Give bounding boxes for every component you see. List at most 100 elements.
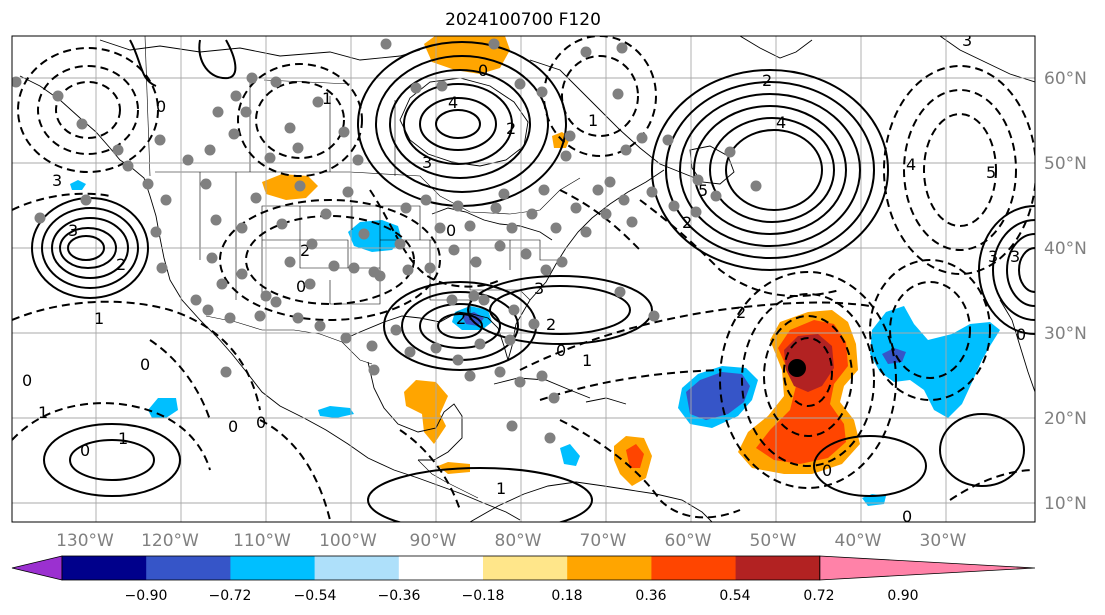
station-dot — [270, 76, 282, 88]
lat-label: 20°N — [1044, 409, 1087, 429]
lat-label: 50°N — [1044, 154, 1087, 174]
station-dot — [692, 174, 704, 186]
negative-contour — [783, 337, 833, 407]
station-dot — [402, 264, 414, 276]
pacific-high-contour — [67, 235, 105, 261]
lat-label: 30°N — [1044, 324, 1087, 344]
station-dot — [254, 310, 266, 322]
station-dot — [580, 226, 592, 238]
station-dot — [494, 366, 506, 378]
station-dot — [470, 256, 482, 268]
station-dot — [314, 320, 326, 332]
station-dot — [52, 90, 64, 102]
east-high-contour — [1018, 247, 1035, 293]
station-dot — [556, 256, 568, 268]
negative-contour — [741, 293, 875, 467]
coastline-pacific-nw — [19, 75, 521, 521]
station-dot — [514, 78, 526, 90]
station-dot — [570, 202, 582, 214]
station-dot — [514, 376, 526, 388]
atlantic-high-contour — [725, 129, 823, 211]
station-dot — [520, 248, 532, 260]
station-dot — [246, 72, 258, 84]
border-canada-provinces — [249, 79, 396, 176]
ep-high-contour — [69, 439, 155, 481]
coastline-gulf — [341, 169, 665, 362]
station-dot — [224, 312, 236, 324]
contour-label: 2 — [736, 303, 746, 322]
coastline-south-america — [469, 481, 713, 522]
contour-label: 1 — [496, 479, 506, 498]
station-dot — [292, 142, 304, 154]
colorbar-tick-label: 0.90 — [887, 588, 918, 604]
orange-shading-mexico — [404, 380, 448, 444]
station-dot — [204, 144, 216, 156]
colorbar-tick-label: 0.54 — [719, 588, 750, 604]
colorbar-segment — [146, 556, 231, 580]
lon-label: 60°W — [665, 531, 712, 551]
negative-contour — [12, 300, 261, 411]
station-dot — [626, 216, 638, 228]
contour-label: 0 — [446, 221, 456, 240]
storm-center-marker — [788, 359, 806, 377]
negative-contour — [923, 113, 997, 227]
darkblue-shading-atlantic — [686, 372, 750, 420]
atlantic-high-contour — [651, 69, 889, 271]
negative-contour — [55, 81, 121, 139]
contour-label: 0 — [1016, 325, 1026, 344]
lon-label: 110°W — [233, 531, 291, 551]
atlantic-high-contour — [679, 93, 861, 247]
latitude-labels: 60°N 50°N 40°N 30°N 20°N 10°N — [1044, 69, 1087, 514]
station-dot — [182, 154, 194, 166]
station-dot — [544, 432, 556, 444]
colorbar-tick-label: −0.54 — [294, 588, 337, 604]
tropical-high-contour — [367, 467, 593, 522]
contour-label: 2 — [546, 315, 556, 334]
negative-contour — [561, 55, 639, 137]
contour-label: 0 — [902, 507, 912, 526]
contour-label: 1 — [38, 403, 48, 422]
station-dot — [452, 200, 464, 212]
contour-label: 2 — [116, 255, 126, 274]
negative-contour — [559, 419, 741, 519]
station-dot — [536, 370, 548, 382]
station-dot — [560, 150, 572, 162]
station-dot — [236, 222, 248, 234]
station-dot — [210, 214, 222, 226]
colorbar-segment — [735, 556, 821, 580]
station-dot — [452, 354, 464, 366]
lon-label: 40°W — [835, 531, 882, 551]
station-dot — [620, 144, 632, 156]
hudson-high-contour — [389, 69, 531, 179]
colorbar-tick-label: −0.72 — [209, 588, 252, 604]
negative-contour — [12, 402, 211, 471]
positive-contours — [31, 39, 1035, 522]
station-dot — [340, 332, 352, 344]
station-dot — [34, 212, 46, 224]
station-dot — [312, 96, 324, 108]
contour-label: 0 — [822, 461, 832, 480]
se-high-contour — [467, 275, 653, 345]
station-dot — [668, 200, 680, 212]
station-dot — [328, 260, 340, 272]
station-dot — [394, 238, 406, 250]
station-dot — [260, 290, 272, 302]
lon-label: 130°W — [56, 531, 114, 551]
contour-label: 0 — [228, 417, 238, 436]
coastline-europe — [939, 36, 1035, 83]
station-dot — [216, 278, 228, 290]
station-dot — [420, 194, 432, 206]
station-dot — [306, 238, 318, 250]
station-dot — [488, 38, 500, 50]
coastlines — [19, 36, 1035, 522]
negative-contour — [245, 215, 415, 305]
pacific-high-contour — [51, 217, 129, 279]
negative-contour — [219, 199, 441, 321]
contour-label: 0 — [296, 277, 306, 296]
station-dot — [504, 334, 516, 346]
negative-contours — [12, 36, 1035, 521]
station-dot — [636, 132, 648, 144]
ep-high-contour — [43, 423, 181, 497]
station-dot — [220, 366, 232, 378]
station-dot — [276, 218, 288, 230]
